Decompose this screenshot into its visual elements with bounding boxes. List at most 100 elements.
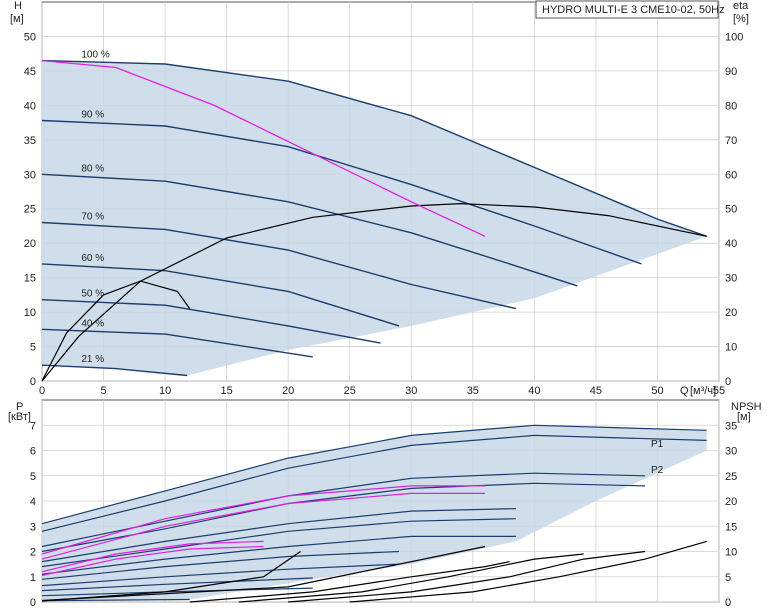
y-left-tick-label: 50	[24, 31, 36, 43]
x-tick-label: 0	[39, 385, 45, 397]
power-magenta-curve	[41, 485, 486, 555]
y-left-tick-label: 0	[30, 376, 36, 388]
npsh-tick-label: 10	[725, 547, 737, 559]
power-curve	[41, 518, 516, 568]
power-tick-label: 3	[30, 521, 36, 533]
speed-curve	[41, 59, 707, 237]
y-right-tick-label: 80	[725, 100, 737, 112]
speed-label: 90 %	[81, 110, 104, 121]
speed-curve	[41, 299, 381, 344]
x-tick-label: 35	[467, 385, 479, 397]
y-right-unit: [%]	[733, 13, 749, 25]
speed-label: 80 %	[81, 163, 104, 174]
y-right-tick-label: 100	[725, 31, 743, 43]
y-left-tick-label: 25	[24, 204, 36, 216]
power-curve	[41, 563, 400, 587]
x-axis-label: Q	[680, 385, 689, 397]
speed-label: 70 %	[81, 212, 104, 223]
power-curve	[41, 434, 707, 532]
y-right-tick-label: 70	[725, 135, 737, 147]
y-right-tick-label: 50	[725, 204, 737, 216]
top-curve-labels: 100 % 90 % 80 % 70 % 60 % 50 % 40 % 21 %	[81, 50, 109, 366]
y-left-tick-label: 30	[24, 169, 36, 181]
speed-curve	[41, 119, 642, 265]
power-curve	[41, 550, 400, 580]
y-left-tick-label: 15	[24, 273, 36, 285]
y-left-tick-label: 35	[24, 135, 36, 147]
speed-label: 21 %	[81, 354, 104, 365]
npsh-tick-label: 30	[725, 446, 737, 458]
npsh-curve	[189, 561, 510, 603]
power-axis-unit: [кВт]	[8, 411, 31, 423]
y-left-tick-label: 45	[24, 66, 36, 78]
x-tick-label: 55	[713, 385, 725, 397]
speed-curve	[41, 364, 188, 377]
y-left-tick-label: 5	[30, 342, 36, 354]
speed-curve	[41, 221, 517, 310]
y-right-label: eta	[733, 0, 749, 12]
power-curve	[41, 482, 646, 553]
npsh-axis-label: NPSH	[731, 401, 762, 413]
power-magenta-curve	[41, 492, 486, 560]
power-tick-label: 2	[30, 547, 36, 559]
magenta-curve	[41, 59, 486, 237]
x-tick-label: 15	[221, 385, 233, 397]
x-tick-label: 10	[159, 385, 171, 397]
series-label-p1: P1	[651, 439, 664, 450]
x-tick-label: 50	[651, 385, 663, 397]
power-tick-label: 5	[30, 471, 36, 483]
operating-range-area	[42, 60, 707, 376]
y-right-tick-label: 10	[725, 342, 737, 354]
power-curve	[41, 598, 190, 602]
npsh-curve	[288, 550, 646, 603]
x-tick-label: 5	[100, 385, 106, 397]
x-tick-label: 40	[528, 385, 540, 397]
power-magenta-curve	[41, 540, 264, 573]
y-left-tick-label: 10	[24, 307, 36, 319]
top-curves	[41, 59, 707, 382]
x-tick-label: 20	[282, 385, 294, 397]
chart-title-box	[535, 0, 719, 19]
npsh-curve	[238, 553, 584, 603]
power-magenta-curve	[41, 545, 264, 577]
x-axis-unit: [м³/ч]	[690, 385, 716, 397]
speed-label: 40 %	[81, 318, 104, 329]
npsh-tick-label: 0	[725, 597, 731, 609]
speed-curve	[41, 173, 578, 287]
power-curve	[41, 535, 516, 575]
efficiency-curve-partial	[41, 280, 191, 382]
y-left-tick-label: 40	[24, 100, 36, 112]
efficiency-curve	[41, 202, 707, 382]
top-chart: 0 5 10 15 20 25 30 35 40 45 50 55051015202530354045…	[10, 0, 749, 397]
x-tick-label: 30	[405, 385, 417, 397]
y-right-tick-label: 40	[725, 238, 737, 250]
power-tick-label: 4	[30, 496, 36, 508]
npsh-curve	[41, 551, 301, 602]
bottom-ticks: 0 1 2 3 4 5 6 7 0 5 10 15 20 25 30 35	[30, 420, 737, 609]
speed-curve	[41, 263, 400, 327]
y-right-tick-label: 60	[725, 169, 737, 181]
power-curve	[41, 577, 313, 592]
speed-label: 50 %	[81, 289, 104, 300]
series-label-p2: P2	[651, 465, 664, 476]
y-left-label: H	[14, 0, 22, 12]
speed-curve	[41, 328, 313, 358]
speed-label: 100 %	[81, 50, 109, 61]
y-left-tick-label: 20	[24, 238, 36, 250]
npsh-curve	[41, 545, 486, 602]
power-curve	[41, 472, 646, 548]
npsh-tick-label: 15	[725, 521, 737, 533]
y-right-tick-label: 30	[725, 273, 737, 285]
npsh-curve	[349, 540, 707, 603]
power-axis-label: P	[16, 401, 23, 413]
chart-title: HYDRO MULTI-E 3 CME10-02, 50Hz	[542, 4, 725, 16]
power-range-area	[42, 425, 707, 601]
npsh-tick-label: 20	[725, 496, 737, 508]
npsh-tick-label: 35	[725, 420, 737, 432]
npsh-axis-unit: [м]	[737, 411, 751, 423]
y-right-tick-label: 0	[725, 376, 731, 388]
power-curve	[41, 424, 707, 525]
npsh-tick-label: 25	[725, 471, 737, 483]
